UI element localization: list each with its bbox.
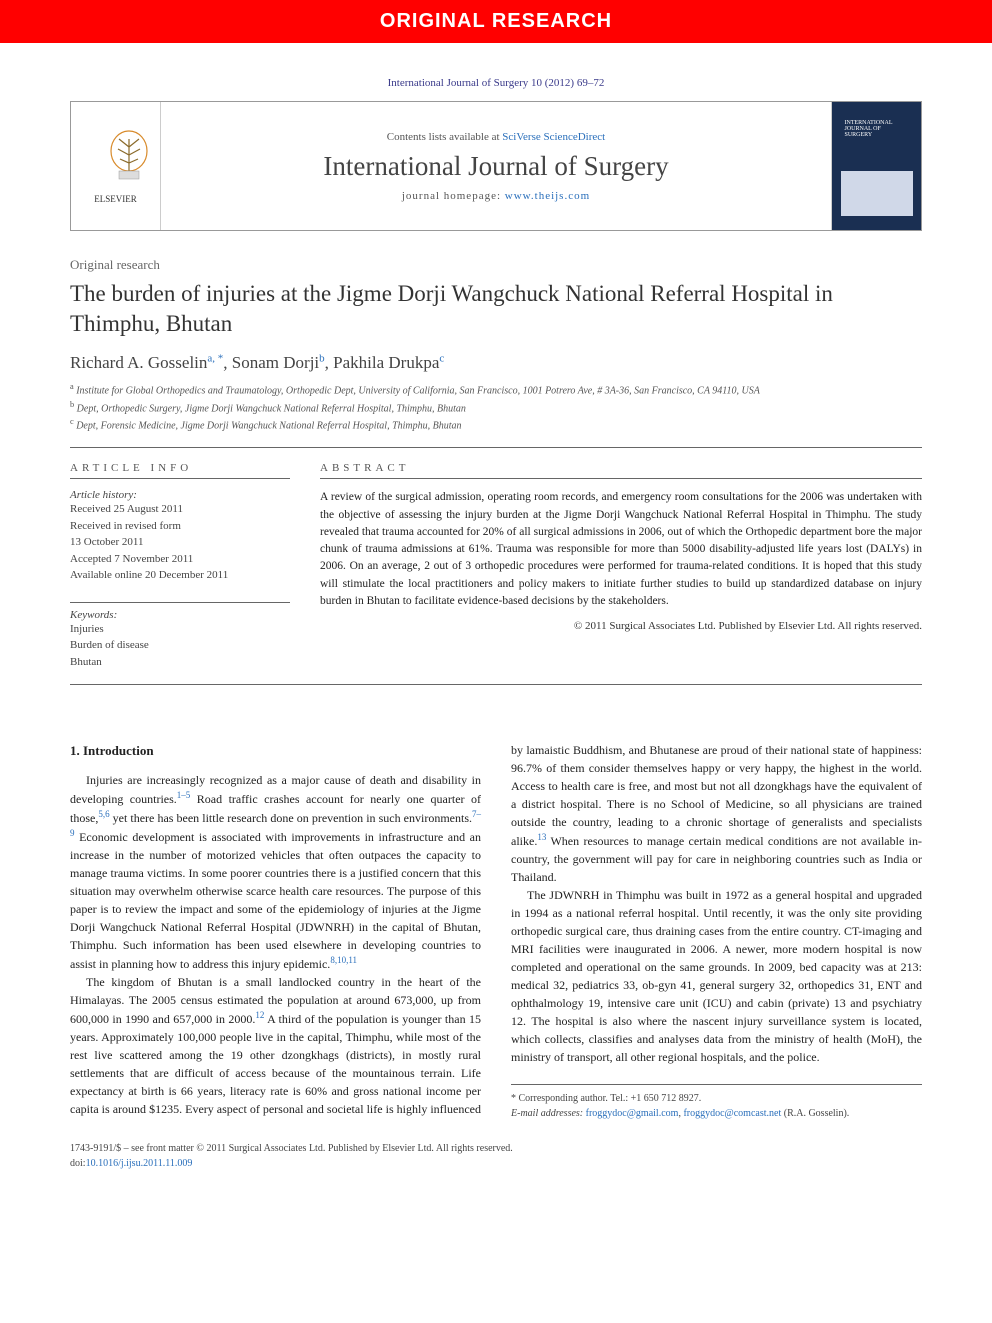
email-suffix: (R.A. Gosselin). [781,1108,849,1119]
doi-link[interactable]: 10.1016/j.ijsu.2011.11.009 [86,1158,193,1169]
keyword: Injuries [70,621,290,638]
journal-name: International Journal of Surgery [323,151,668,182]
email-label: E-mail addresses: [511,1108,583,1119]
contents-prefix: Contents lists available at [387,131,502,143]
article-info-column: ARTICLE INFO Article history: Received 2… [70,462,290,670]
header-center: Contents lists available at SciVerse Sci… [161,102,831,230]
article-title: The burden of injuries at the Jigme Dorj… [70,279,922,339]
homepage-link[interactable]: www.theijs.com [505,190,590,202]
citation-ref[interactable]: 13 [537,832,546,842]
abstract-column: ABSTRACT A review of the surgical admiss… [320,462,922,670]
article-info-label: ARTICLE INFO [70,462,290,479]
front-matter-line: 1743-9191/$ – see front matter © 2011 Su… [70,1141,922,1156]
abstract-label: ABSTRACT [320,462,922,479]
page-footer: 1743-9191/$ – see front matter © 2011 Su… [70,1141,922,1171]
doi-label: doi: [70,1158,86,1169]
homepage-line: journal homepage: www.theijs.com [402,190,590,202]
banner: ORIGINAL RESEARCH [0,0,992,43]
affiliation: b Dept, Orthopedic Surgery, Jigme Dorji … [70,399,922,416]
author-marks: b [319,353,325,365]
page-content: International Journal of Surgery 10 (201… [0,43,992,1201]
keyword: Bhutan [70,654,290,671]
cover-thumbnail-cell: INTERNATIONAL JOURNAL OF SURGERY [831,102,921,230]
history-line: Received 25 August 2011 [70,501,290,518]
body-paragraph: Injuries are increasingly recognized as … [70,771,481,973]
email-addresses-line: E-mail addresses: froggydoc@gmail.com, f… [511,1106,922,1121]
history-line: Accepted 7 November 2011 [70,551,290,568]
section-number: 1. [70,743,80,758]
author: Pakhila Drukpac [333,353,444,372]
affiliation: a Institute for Global Orthopedics and T… [70,381,922,398]
citation-ref[interactable]: 1–5 [177,790,191,800]
divider [70,684,922,685]
affiliations: a Institute for Global Orthopedics and T… [70,381,922,433]
journal-header-box: ELSEVIER Contents lists available at Sci… [70,101,922,231]
history-lines: Received 25 August 2011 Received in revi… [70,501,290,584]
article-type: Original research [70,257,922,273]
authors-line: Richard A. Gosselina, *, Sonam Dorjib, P… [70,353,922,374]
author: Sonam Dorjib [232,353,325,372]
citation-ref[interactable]: 8,10,11 [330,955,357,965]
section-title: Introduction [83,743,154,758]
keywords-heading: Keywords: [70,602,290,621]
publisher-label: ELSEVIER [77,194,154,204]
history-line: 13 October 2011 [70,534,290,551]
elsevier-tree-icon [104,129,154,194]
section-heading: 1. Introduction [70,741,481,761]
journal-cover-thumbnail: INTERNATIONAL JOURNAL OF SURGERY [841,116,913,216]
body-paragraph: The JDWNRH in Thimphu was built in 1972 … [511,886,922,1066]
author-marks: a, * [207,353,223,365]
journal-reference: International Journal of Surgery 10 (201… [70,77,922,89]
citation-ref[interactable]: 5,6 [98,809,109,819]
keyword: Burden of disease [70,637,290,654]
author-marks: c [439,353,444,365]
sciencedirect-link[interactable]: SciVerse ScienceDirect [502,131,605,143]
info-abstract-row: ARTICLE INFO Article history: Received 2… [70,462,922,670]
history-line: Available online 20 December 2011 [70,567,290,584]
corresponding-label: * Corresponding author. Tel.: +1 650 712… [511,1091,922,1106]
email-link[interactable]: froggydoc@gmail.com [586,1108,679,1119]
email-link[interactable]: froggydoc@comcast.net [683,1108,781,1119]
affiliation: c Dept, Forensic Medicine, Jigme Dorji W… [70,416,922,433]
cover-text: INTERNATIONAL JOURNAL OF SURGERY [845,120,893,138]
doi-line: doi:10.1016/j.ijsu.2011.11.009 [70,1156,922,1171]
contents-available-line: Contents lists available at SciVerse Sci… [387,131,605,143]
corresponding-author-footer: * Corresponding author. Tel.: +1 650 712… [511,1084,922,1121]
body-columns: 1. Introduction Injuries are increasingl… [70,741,922,1121]
keywords-lines: Injuries Burden of disease Bhutan [70,621,290,671]
publisher-logo-cell: ELSEVIER [71,102,161,230]
author: Richard A. Gosselina, * [70,353,223,372]
history-line: Received in revised form [70,518,290,535]
abstract-copyright: © 2011 Surgical Associates Ltd. Publishe… [320,620,922,632]
abstract-text: A review of the surgical admission, oper… [320,489,922,610]
history-heading: Article history: [70,489,290,501]
homepage-prefix: journal homepage: [402,190,505,202]
banner-label: ORIGINAL RESEARCH [380,10,612,32]
divider [70,447,922,448]
